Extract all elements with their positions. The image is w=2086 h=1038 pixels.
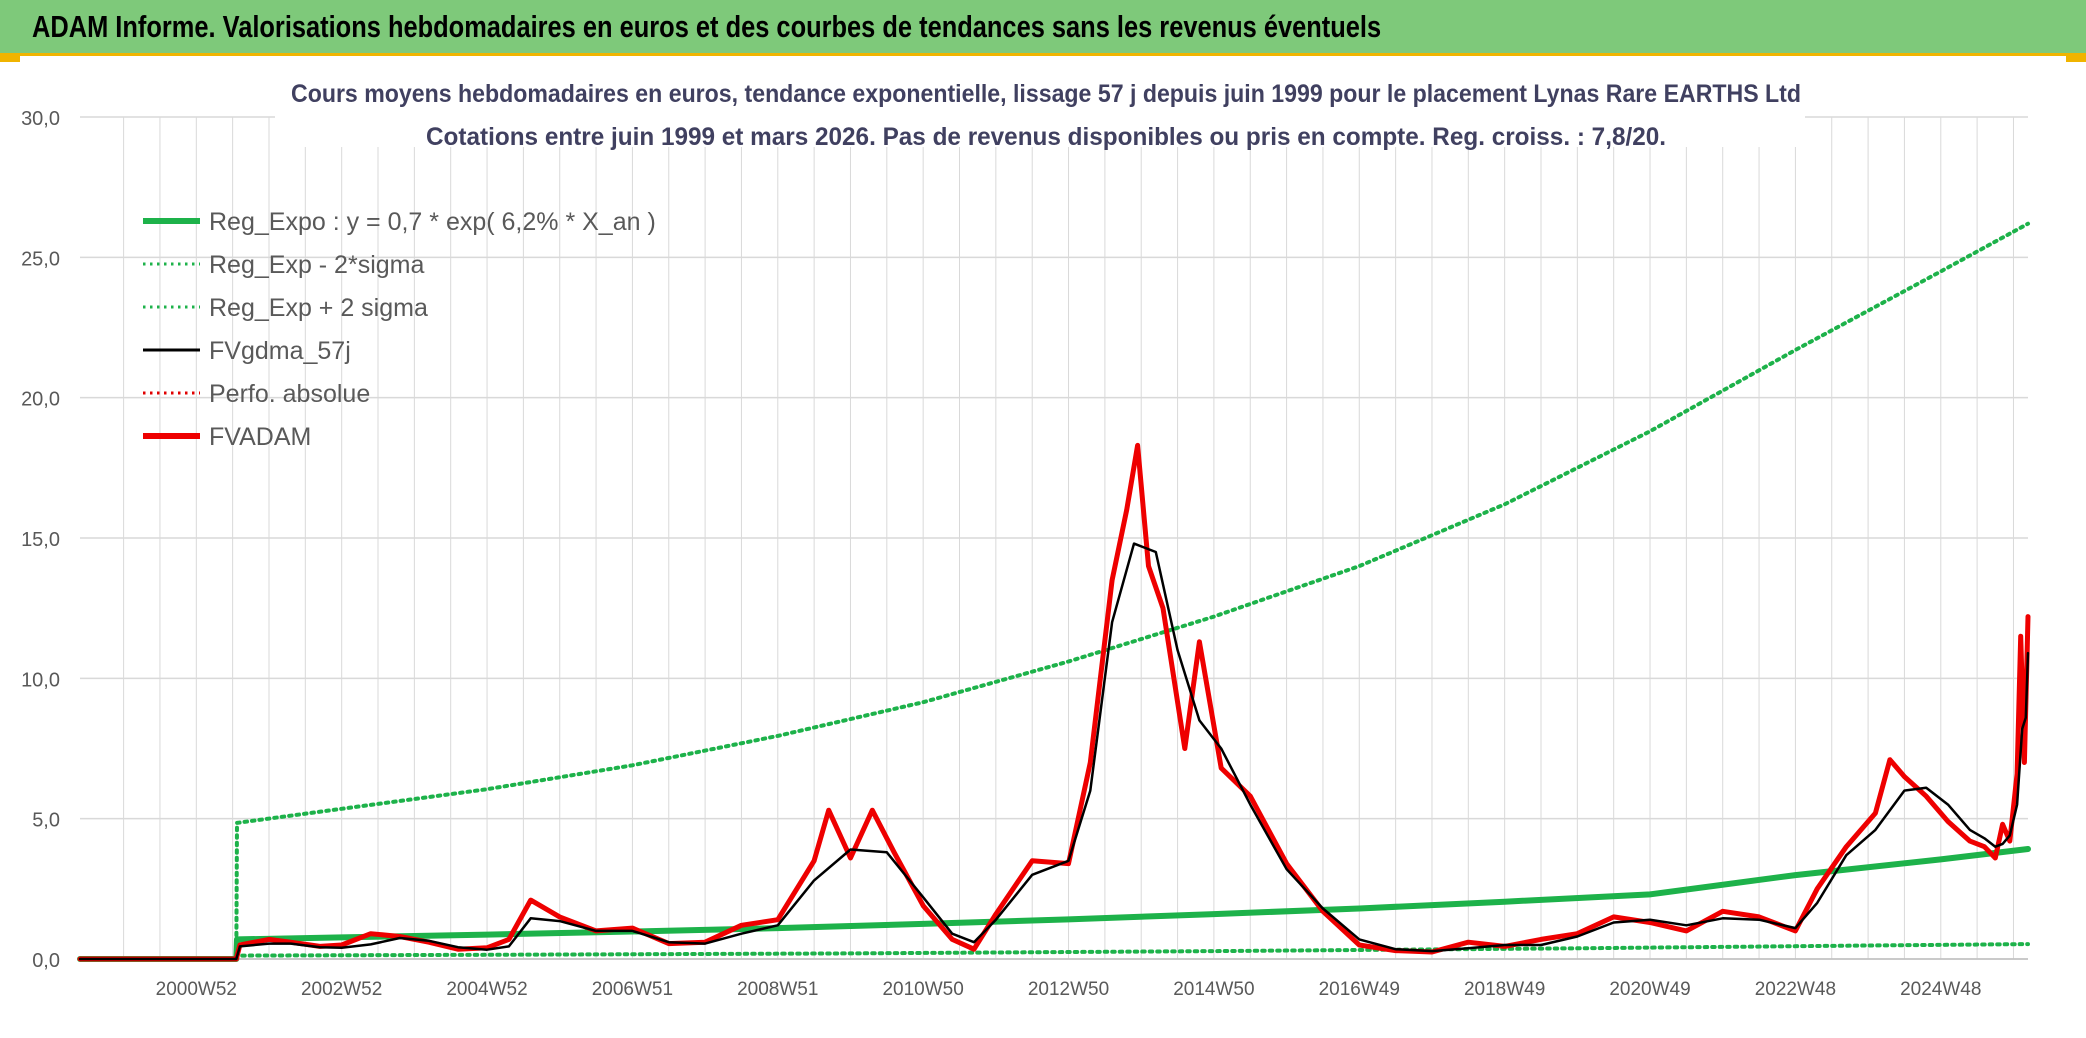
x-tick-label: 2002W52: [301, 979, 382, 1000]
chart-subtitle: Cotations entre juin 1999 et mars 2026. …: [426, 123, 1666, 151]
chart-title: Cours moyens hebdomadaires en euros, ten…: [291, 80, 1801, 108]
y-tick-label: 25,0: [21, 248, 60, 270]
legend-label: Reg_Expo : y = 0,7 * exp( 6,2% * X_an ): [209, 208, 656, 236]
series-line: [78, 221, 2030, 961]
x-tick-label: 2006W51: [592, 979, 673, 1000]
y-tick-label: 15,0: [21, 529, 60, 551]
y-tick-label: 5,0: [32, 810, 60, 832]
x-tick-label: 2012W50: [1028, 979, 1109, 1000]
series-line: [78, 942, 2030, 961]
chart-axes: 0,0 5,0 10,0 15,0 20,0 25,0 30,0 2000W52 2002W52…: [21, 108, 2028, 1000]
chart-legend: Reg_Expo : y = 0,7 * exp( 6,2% * X_an ) R…: [143, 208, 656, 451]
legend-label: FVADAM: [209, 423, 311, 451]
x-tick-label: 2020W49: [1609, 979, 1690, 1000]
y-tick-label: 20,0: [21, 389, 60, 411]
y-tick-label: 30,0: [21, 108, 60, 130]
series-line: [77, 846, 2031, 962]
y-tick-label: 0,0: [32, 950, 60, 972]
x-tick-label: 2016W49: [1319, 979, 1400, 1000]
banner-corner-right: [2066, 56, 2086, 62]
x-tick-label: 2022W48: [1755, 979, 1836, 1000]
y-tick-label: 10,0: [21, 669, 60, 691]
series-line: [77, 442, 2031, 962]
legend-label: Reg_Exp - 2*sigma: [209, 251, 424, 279]
x-tick-label: 2018W49: [1464, 979, 1545, 1000]
legend-label: Reg_Exp + 2 sigma: [209, 294, 428, 322]
report-banner: ADAM Informe. Valorisations hebdomadaire…: [0, 0, 2086, 56]
x-tick-label: 2014W50: [1173, 979, 1254, 1000]
chart-title-block: Cours moyens hebdomadaires en euros, ten…: [275, 63, 1805, 151]
x-tick-label: 2008W51: [737, 979, 818, 1000]
x-tick-label: 2010W50: [882, 979, 963, 1000]
x-tick-label: 2024W48: [1900, 979, 1981, 1000]
chart-title-background: [275, 63, 1805, 147]
legend-label: FVgdma_57j: [209, 337, 351, 365]
chart-grid: [80, 116, 2028, 960]
price-chart: 0,0 5,0 10,0 15,0 20,0 25,0 30,0 2000W52 2002W52…: [21, 63, 2031, 1000]
banner-corner-left: [0, 56, 20, 62]
legend-label: Perfo. absolue: [209, 380, 370, 408]
report-banner-title: ADAM Informe. Valorisations hebdomadaire…: [32, 9, 1382, 44]
chart-series: [77, 221, 2031, 962]
x-tick-label: 2004W52: [446, 979, 527, 1000]
x-tick-label: 2000W52: [156, 979, 237, 1000]
series-line: [78, 542, 2030, 961]
